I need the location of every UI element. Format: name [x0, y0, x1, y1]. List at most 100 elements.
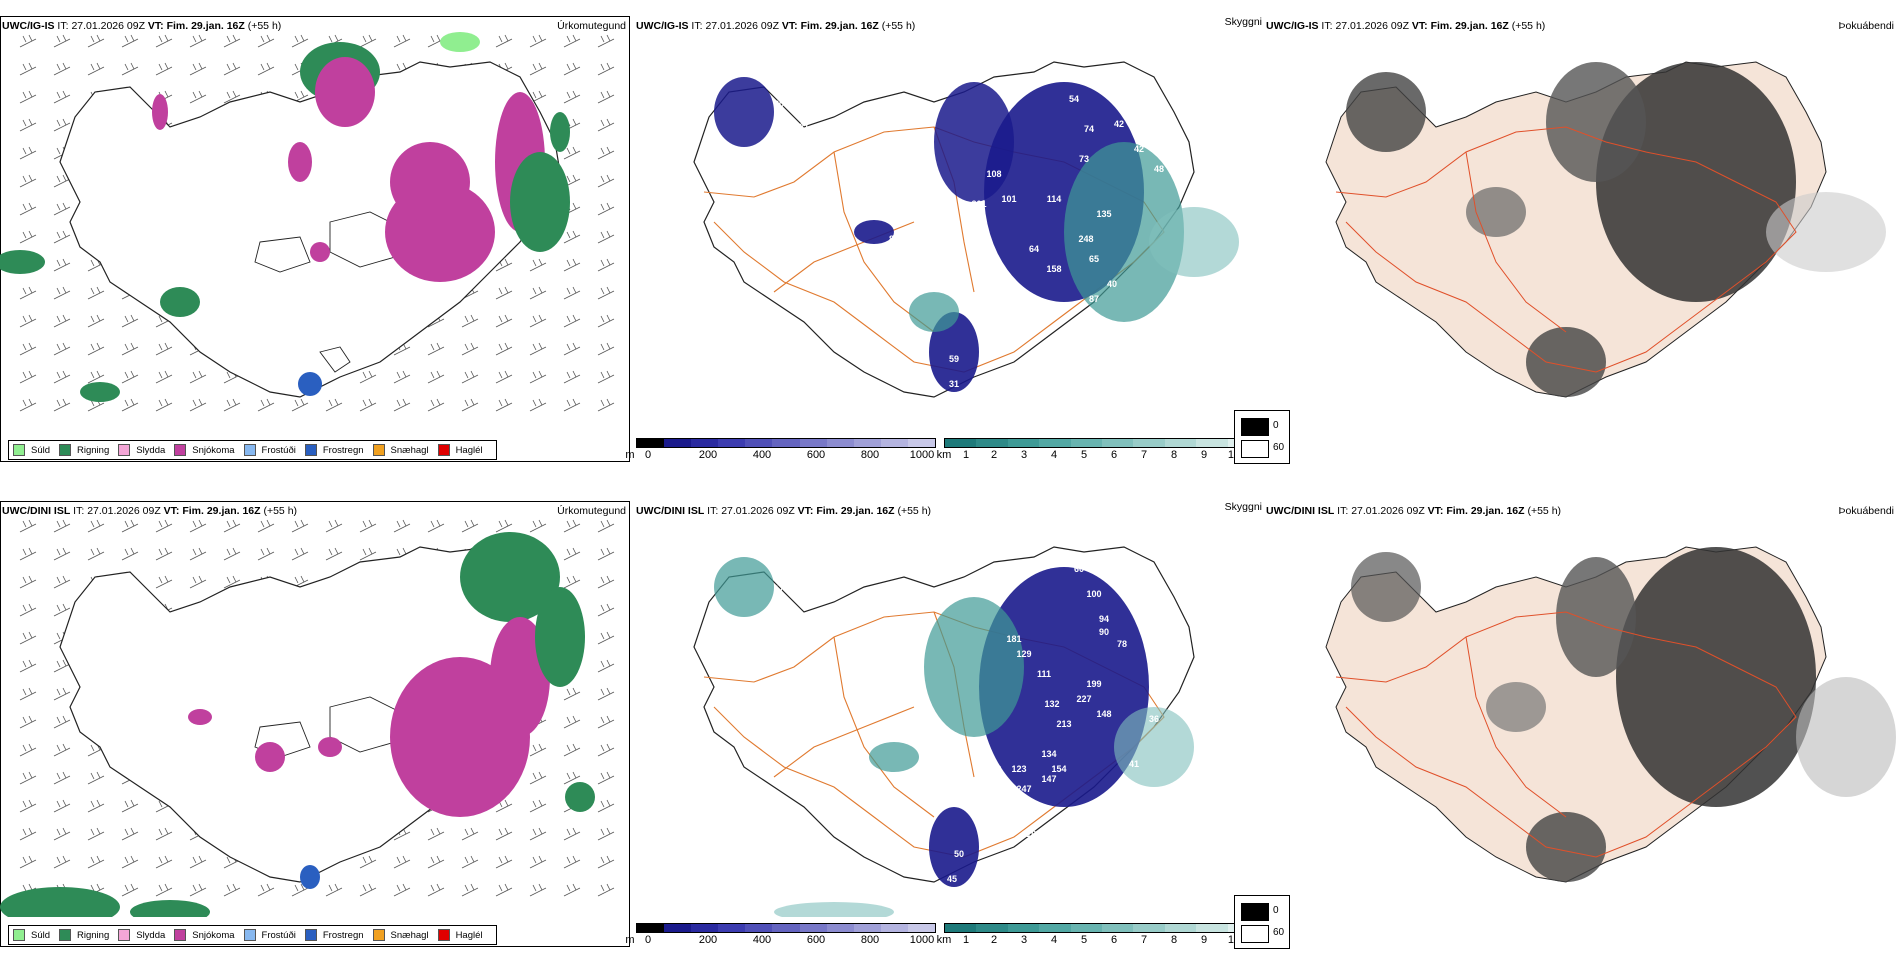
legend-swatch: [304, 929, 317, 941]
panel-title-cloud: Skyggni: [1224, 501, 1262, 513]
wind-barb: [19, 342, 37, 356]
wind-barb: [87, 314, 105, 328]
wind-barb: [359, 398, 377, 412]
wind-barb: [87, 370, 105, 384]
it-label: IT:: [707, 505, 719, 517]
wind-barb: [495, 827, 513, 841]
vbar-tick: 1: [962, 449, 970, 461]
cloudbase-value-label: 54: [1069, 94, 1079, 104]
fog-legend-high: 60: [1273, 442, 1285, 453]
roads: [1335, 611, 1797, 858]
wind-barb: [529, 771, 547, 785]
wind-barb: [325, 519, 343, 533]
low-visibility-area: [714, 557, 774, 617]
wind-barb: [87, 519, 105, 533]
vbar-tick: 3: [1020, 449, 1028, 461]
wind-barb: [19, 174, 37, 188]
wind-barb: [597, 687, 615, 701]
wind-barb: [53, 659, 71, 673]
wind-barb: [19, 118, 37, 132]
cloudbase-value-label: 114: [1047, 194, 1062, 204]
visibility-colorbar-fill: [944, 923, 1260, 933]
colorbar-step: [1070, 439, 1103, 447]
wind-barb: [495, 398, 513, 412]
fog-index-panel: UWC/DINI ISL IT: 27.01.2026 09Z VT: Fim.…: [1234, 485, 1900, 960]
cloudbase-value-label: 45: [947, 874, 957, 884]
legend-item-snjokoma: Snjókoma: [174, 444, 235, 456]
wind-barb: [597, 118, 615, 132]
colorbar-step: [1164, 439, 1197, 447]
wind-barb: [597, 519, 615, 533]
cloudbase-value-label: 31: [949, 379, 959, 389]
vbar-tick: 4: [1050, 934, 1058, 946]
colorbar-step: [826, 924, 854, 932]
vt-label: VT:: [1427, 505, 1444, 517]
wind-barb: [393, 398, 411, 412]
precip-map-frame: [0, 501, 630, 947]
wind-barb: [427, 342, 445, 356]
fog-index-area: [1616, 547, 1816, 807]
legend-item-snaehagl: Snæhagl: [372, 444, 429, 456]
wind-barb: [359, 547, 377, 561]
wind-barb: [597, 62, 615, 76]
it-time: 27.01.2026 09Z: [71, 20, 145, 32]
colorbar-step: [853, 924, 881, 932]
wind-barb: [53, 342, 71, 356]
wind-barb: [121, 342, 139, 356]
wind-barb: [53, 118, 71, 132]
wind-barb: [597, 370, 615, 384]
vbar-tick: 6: [1110, 934, 1118, 946]
wind-barb: [53, 370, 71, 384]
precip-map: [0, 519, 615, 917]
wind-barb: [325, 547, 343, 561]
low-cloud-area: [929, 807, 979, 887]
cbar-tick: 200: [698, 934, 718, 946]
cloudbase-value-label: 73: [1079, 154, 1089, 164]
wind-barb: [19, 715, 37, 729]
cloudbase-value-label: 105: [776, 124, 791, 134]
colorbar-step: [664, 924, 692, 932]
fog-index-area: [1526, 812, 1606, 882]
wind-barb: [495, 855, 513, 869]
wind-barb: [563, 883, 581, 897]
fog-legend-high: 60: [1273, 927, 1285, 938]
wind-barb: [563, 342, 581, 356]
visibility-unit: km: [936, 449, 952, 461]
vt-label: VT:: [797, 505, 814, 517]
legend-swatch: [243, 929, 256, 941]
wind-barb: [461, 370, 479, 384]
wind-barb: [291, 398, 309, 412]
wind-barb: [461, 855, 479, 869]
wind-barb: [393, 34, 411, 48]
wind-barb: [155, 370, 173, 384]
precip-area: [490, 617, 550, 737]
cloudbase-visibility-panel: UWC/DINI ISL IT: 27.01.2026 09Z VT: Fim.…: [625, 485, 1264, 960]
wind-barb: [597, 398, 615, 412]
precip-area: [0, 250, 45, 274]
wind-barb: [597, 771, 615, 785]
lead-time: (+55 h): [881, 20, 916, 32]
it-label: IT:: [57, 20, 69, 32]
colorbar-step: [772, 439, 800, 447]
wind-barb: [563, 547, 581, 561]
colorbar-step: [1196, 924, 1228, 932]
wind-barb: [53, 827, 71, 841]
cloudbase-value-label: 53: [1154, 659, 1164, 669]
precip-area: [440, 32, 480, 52]
wind-barb: [563, 519, 581, 533]
cloudbase-unit: m: [625, 934, 635, 946]
colorbar-step: [799, 439, 827, 447]
legend-swatch: [243, 444, 256, 456]
wind-barb: [121, 883, 139, 897]
cloudbase-value-label: 42: [1134, 144, 1144, 154]
wind-barb: [19, 202, 37, 216]
vbar-tick: 4: [1050, 449, 1058, 461]
wind-barb: [563, 398, 581, 412]
wind-barb: [19, 519, 37, 533]
wind-barb: [155, 62, 173, 76]
wind-barb: [87, 286, 105, 300]
wind-barb: [19, 575, 37, 589]
colorbar-step: [1039, 439, 1071, 447]
wind-barb: [563, 286, 581, 300]
it-time: 27.01.2026 09Z: [721, 505, 795, 517]
